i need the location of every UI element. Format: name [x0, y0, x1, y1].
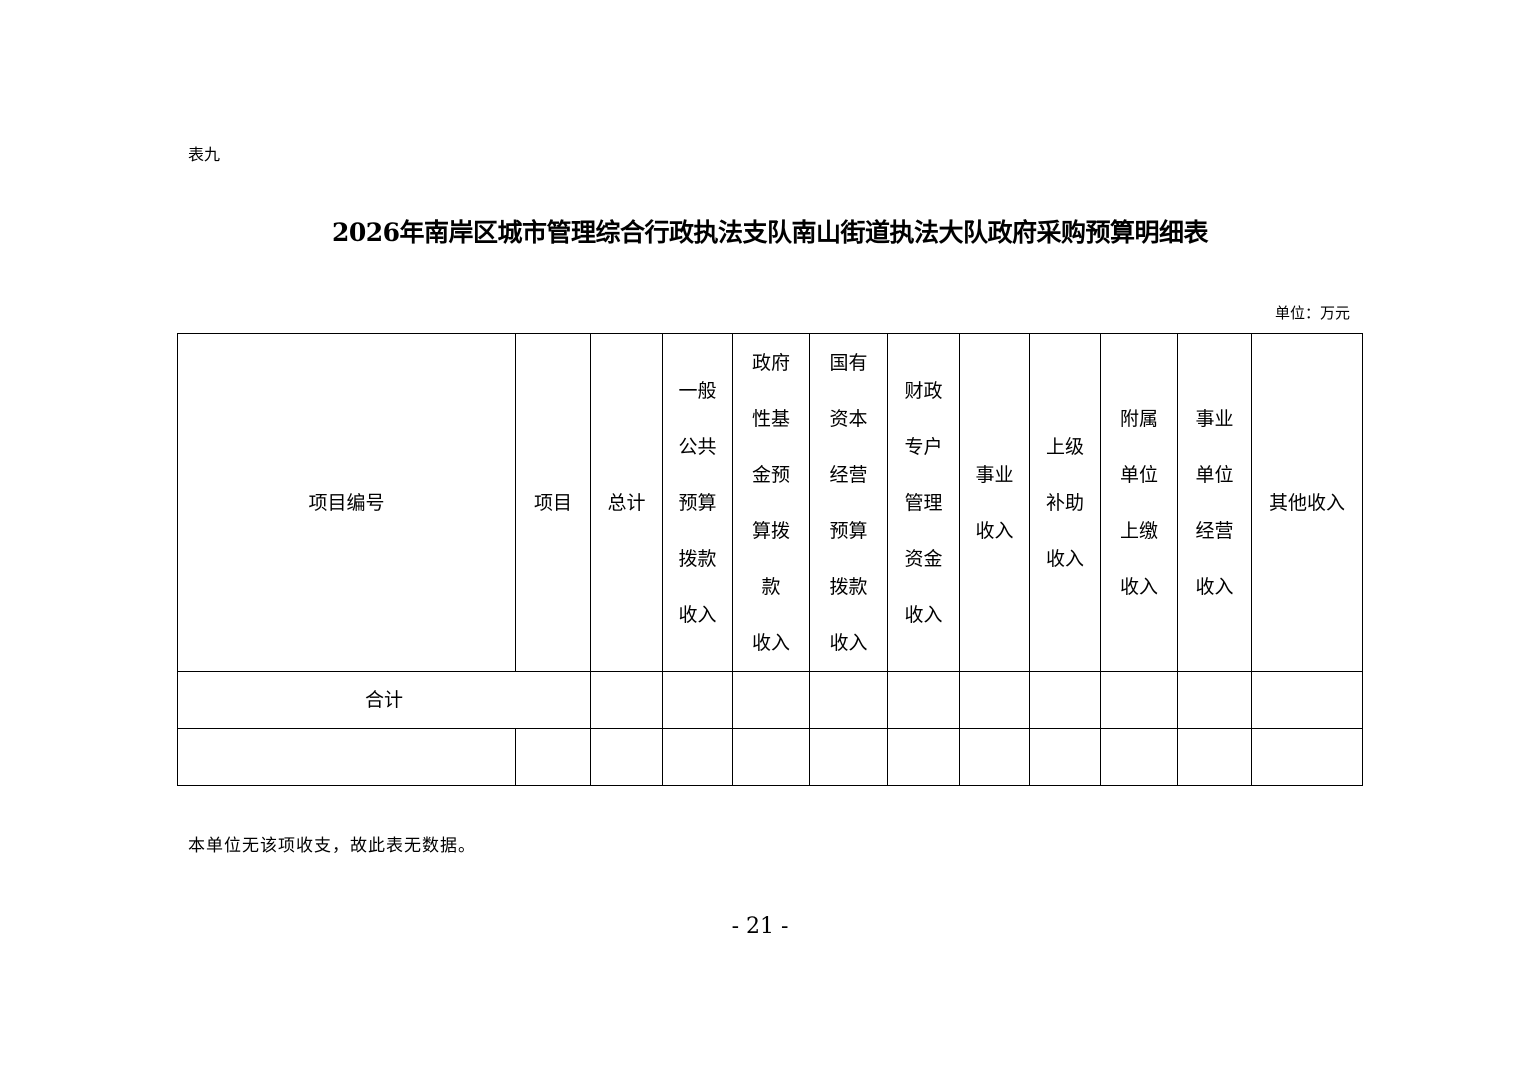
header-cell: 其他收入: [1251, 333, 1363, 672]
table-cell: [1029, 728, 1101, 786]
table-cell: [732, 728, 810, 786]
table-cell: [1100, 671, 1178, 729]
total-row: 合计: [177, 671, 1363, 729]
header-cell: 国有 资本 经营 预算 拨款 收入: [809, 333, 888, 672]
table-cell: [662, 728, 733, 786]
header-cell: 项目: [515, 333, 591, 672]
header-cell: 一般 公共 预算 拨款 收入: [662, 333, 733, 672]
table-cell: [809, 728, 888, 786]
table-cell: [887, 671, 960, 729]
table-cell: [959, 728, 1030, 786]
unit-label: 单位：万元: [1274, 304, 1350, 322]
table-cell: [732, 671, 810, 729]
header-cell: 项目编号: [177, 333, 516, 672]
table-cell: [590, 728, 663, 786]
table-cell: [1251, 671, 1363, 729]
table-cell: [1251, 728, 1363, 786]
table-cell: [1029, 671, 1101, 729]
table-cell: [515, 728, 591, 786]
table-cell: [1177, 671, 1252, 729]
header-cell: 财政 专户 管理 资金 收入: [887, 333, 960, 672]
header-cell: 政府 性基 金预 算拨 款 收入: [732, 333, 810, 672]
table-cell: [887, 728, 960, 786]
table-row: [177, 728, 1363, 786]
total-label: 合计: [177, 671, 591, 729]
note-text: 本单位无该项收支，故此表无数据。: [188, 836, 476, 856]
table-cell: [662, 671, 733, 729]
page-number: - 21 -: [731, 914, 789, 939]
header-cell: 总计: [590, 333, 663, 672]
table-cell: [1100, 728, 1178, 786]
header-cell: 事业 收入: [959, 333, 1030, 672]
table-cell: [590, 671, 663, 729]
header-row: 项目编号 项目 总计 一般 公共 预算 拨款 收入 政府 性基 金预 算拨 款 …: [177, 333, 1363, 672]
table-cell: [809, 671, 888, 729]
table-cell: [1177, 728, 1252, 786]
table-cell: [177, 728, 516, 786]
budget-table: 项目编号 项目 总计 一般 公共 预算 拨款 收入 政府 性基 金预 算拨 款 …: [177, 333, 1363, 786]
table-cell: [959, 671, 1030, 729]
header-cell: 事业 单位 经营 收入: [1177, 333, 1252, 672]
table-label: 表九: [188, 145, 221, 164]
header-cell: 上级 补助 收入: [1029, 333, 1101, 672]
page-title: 2026年南岸区城市管理综合行政执法支队南山街道执法大队政府采购预算明细表: [331, 218, 1209, 247]
header-cell: 附属 单位 上缴 收入: [1100, 333, 1178, 672]
